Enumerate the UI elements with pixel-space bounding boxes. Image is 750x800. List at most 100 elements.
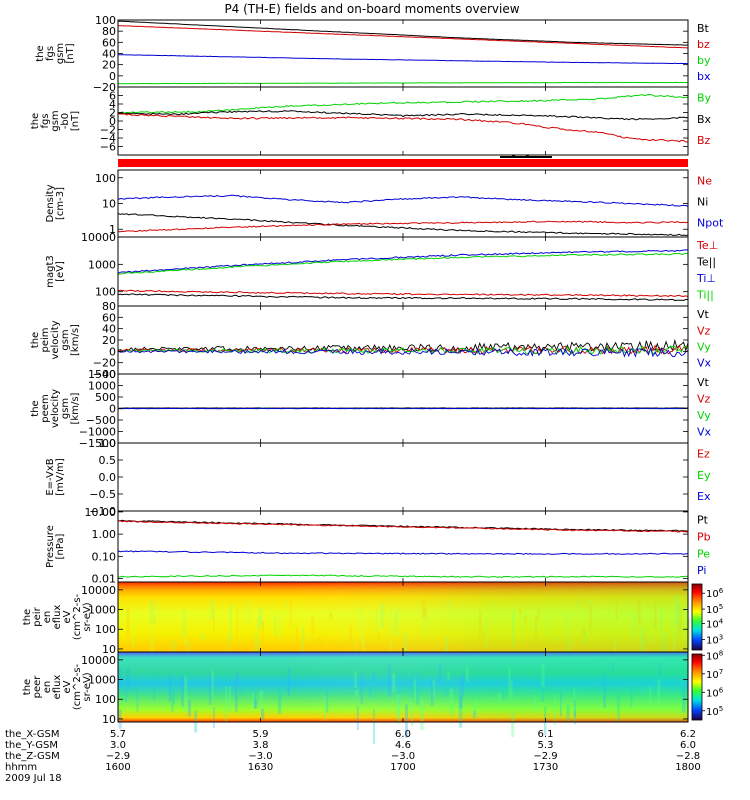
series-fgs-gsm-Bt [118, 20, 689, 46]
bottom-row-label: the_Y-GSM [5, 740, 58, 751]
spectrogram-streak [213, 707, 215, 729]
y-tick-label: 1000 [88, 258, 116, 271]
series-temperature-Te|| [117, 293, 689, 302]
panel-peir-spec: 106 105 104 103 10000 1000 100 10 the peir en eflux… [22, 581, 724, 673]
spectrogram-streak [257, 678, 261, 686]
y-tick-label: −4 [100, 132, 116, 145]
colorbar-label: 104 [706, 618, 724, 631]
spectrogram-streak [252, 693, 255, 706]
legend-entry: Vz [697, 393, 711, 406]
spectrogram-streak [124, 679, 128, 703]
bottom-row-label: hhmm [5, 762, 37, 773]
y-axis-label: [km/s] [70, 324, 81, 356]
y-tick-label: 40 [102, 48, 116, 61]
spectrogram-streak [278, 688, 282, 714]
spectrogram-streak [227, 632, 230, 651]
spectrogram-streak [126, 608, 130, 638]
bottom-row-label: the_Z-GSM [5, 751, 60, 762]
y-axis-label: -b0 [60, 113, 71, 129]
y-tick-label: 1.0 [99, 437, 117, 450]
y-axis-label: velocity [50, 320, 61, 359]
colorbar-peer-spec [691, 653, 703, 721]
panel-pressure: 10.00 1.00 0.10 0.01 Pressure [nPa] Pt Pb Pe Pi [45, 506, 711, 586]
panel-frame [117, 86, 689, 156]
spectrogram-streak [211, 670, 214, 697]
spectrogram-streak [184, 621, 187, 646]
series-peim-velocity-Vx [117, 346, 689, 358]
y-axis-label: the [35, 45, 46, 61]
spectrogram-streak [236, 670, 239, 684]
y-axis-label: [nPa] [55, 533, 66, 559]
legend-entry: Bt [697, 22, 710, 35]
y-tick-label: −2 [100, 124, 116, 137]
series-fgs-gsm-bx [117, 54, 689, 65]
y-tick-label: 0 [109, 345, 116, 358]
y-axis-label: [cm-3] [55, 187, 66, 220]
y-tick-label: −6 [100, 141, 116, 154]
y-tick-label: 0 [109, 403, 116, 416]
series-fgs-gsm-bz [117, 25, 689, 49]
legend-entry: bx [697, 70, 711, 83]
y-gsm-value: 4.6 [395, 740, 411, 751]
spectrogram-streak [188, 700, 192, 717]
y-axis-label: E=-VxB [45, 458, 56, 495]
y-tick-label: 1000 [88, 604, 116, 617]
spectrogram-streak [284, 679, 288, 692]
panel-density: 100 10 1 Density [cm-3] Ne Ni Npot [45, 169, 724, 238]
hhmm-value: 1630 [248, 762, 273, 773]
y-axis-label: (cm^2-s- [72, 663, 83, 710]
series-temperature-Te⊥ [117, 289, 689, 297]
y-tick-label: 10 [102, 198, 116, 211]
colorbar-label: 107 [706, 668, 723, 681]
y-tick-label: −40 [93, 368, 116, 381]
series-peim-velocity-Vy [117, 345, 689, 355]
y-tick-label: 0.01 [92, 573, 117, 586]
legend-entry: Vt [697, 376, 710, 389]
legend-entry: Bz [697, 134, 711, 147]
y-tick-label: 100 [95, 14, 116, 27]
y-tick-label: 10000 [81, 231, 116, 244]
x-gsm-value: 5.9 [253, 729, 269, 740]
y-axis-label: velocity [50, 389, 61, 428]
y-axis-label: the [22, 679, 33, 695]
legend-entry: by [697, 54, 711, 67]
y-tick-label: 6 [109, 90, 116, 103]
series-pressure-Pt [117, 519, 689, 532]
y-tick-label: 0 [109, 115, 116, 128]
spectrogram-streak [239, 679, 243, 693]
y-gsm-value: 5.3 [538, 740, 554, 751]
series-density-Ne [117, 220, 689, 233]
spectrogram-streak [225, 686, 228, 723]
y-tick-label: 20 [102, 59, 116, 72]
y-tick-label: 40 [102, 323, 116, 336]
y-axis-label: peer [32, 675, 43, 699]
legend-entry: bz [697, 38, 710, 51]
spectrogram-streak [181, 675, 184, 708]
y-tick-label: 1000 [88, 380, 116, 393]
spectrogram-streak [150, 622, 154, 654]
hhmm-value: 1800 [675, 762, 700, 773]
spectrogram-streak [511, 711, 515, 738]
hhmm-value: 1700 [390, 762, 415, 773]
spectrogram-streak [132, 624, 135, 648]
spectrogram-streak [247, 598, 251, 626]
y-tick-label: −1000 [79, 426, 116, 439]
spectrogram-streak [126, 610, 129, 619]
y-axis-label: the [30, 113, 41, 129]
y-axis-label: [nT] [65, 43, 76, 63]
hhmm-value: 1730 [533, 762, 558, 773]
y-axis-label: peir [32, 606, 43, 626]
y-axis-label: Density [45, 184, 56, 222]
y-tick-label: 0 [109, 70, 116, 83]
z-gsm-value: −2.9 [533, 751, 557, 762]
hhmm-value: 1600 [105, 762, 130, 773]
legend-entry: Ne [697, 174, 712, 187]
legend-entry: Ni [697, 195, 708, 208]
legend-entry: By [697, 92, 712, 105]
spectrogram-streak [119, 667, 122, 689]
y-axis-label: eV [62, 680, 73, 693]
series-pressure-Pe [117, 574, 689, 578]
